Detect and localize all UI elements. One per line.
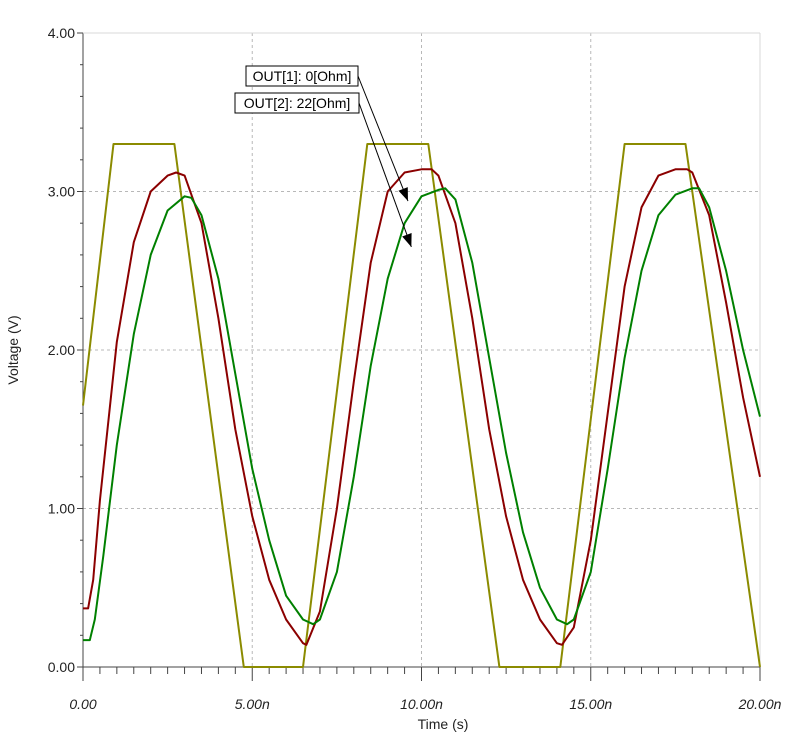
series-line-out2 [83,187,761,642]
x-axis-title: Time (s) [418,716,469,732]
annotation-arrowhead [402,233,412,247]
annotation-arrow-line [357,75,409,202]
y-tick-label: 4.00 [48,25,75,41]
axes: 0.00 1.00 2.00 3.00 4.00 0.00 5.00n 10.00n 15.00… [48,25,782,712]
series-line-source [82,143,761,668]
y-tick-label: 1.00 [48,501,75,517]
x-tick-label: 0.00 [69,696,96,712]
annotation-label: OUT[2]: 22[Ohm] [244,95,351,111]
x-tick-label: 15.00n [569,696,612,712]
annotation-arrow-line [358,102,412,248]
x-tick-label: 5.00n [235,696,270,712]
x-tick-label: 20.00n [738,696,782,712]
series-group [82,143,761,668]
y-tick-label: 0.00 [48,659,75,675]
annotation-label: OUT[1]: 0[Ohm] [253,68,352,84]
annotation-box [245,65,359,87]
series-line-out1 [83,168,761,646]
y-tick-label: 2.00 [48,342,75,358]
annotation-arrowhead [398,187,408,202]
y-axis-title: Voltage (V) [5,315,21,384]
annotations: OUT[1]: 0[Ohm] OUT[2]: 22[Ohm] [234,65,412,248]
y-tick-label: 3.00 [48,184,75,200]
grid [83,32,761,667]
annotation-box [234,92,360,114]
x-tick-label: 10.00n [400,696,443,712]
